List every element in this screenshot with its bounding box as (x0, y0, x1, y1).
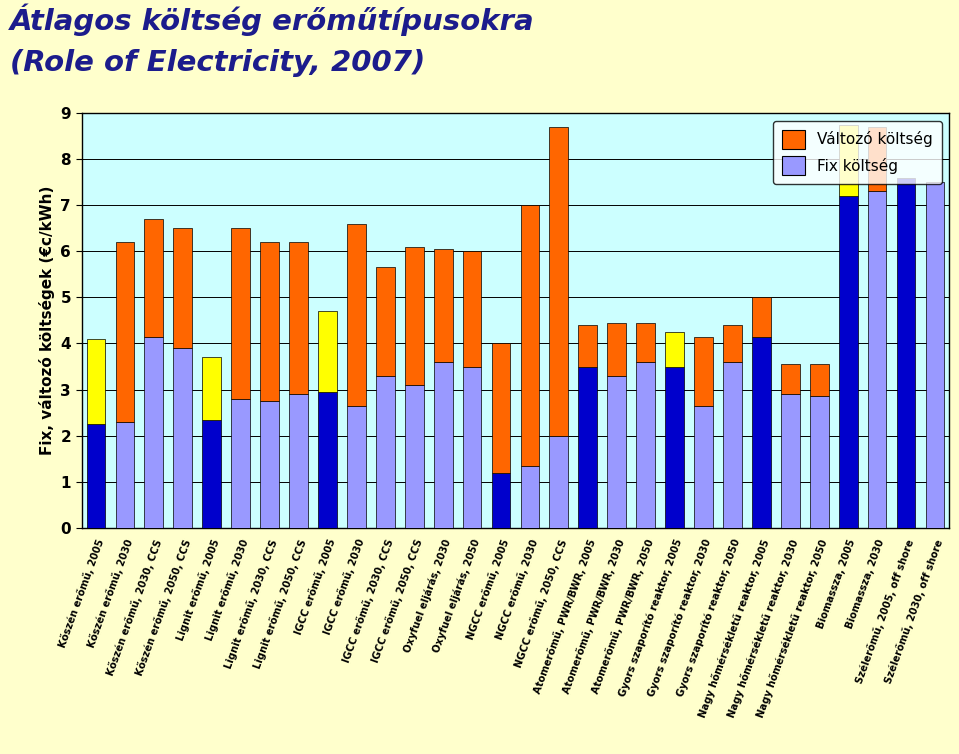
Bar (752, 336, 771, 528)
Bar (376, 375, 395, 528)
Bar (202, 419, 222, 528)
Bar (145, 336, 163, 528)
Bar (115, 421, 134, 528)
Bar (433, 249, 453, 362)
Legend: Változó költség, Fix költség: Változó költség, Fix költség (773, 121, 942, 184)
Bar (578, 325, 597, 366)
Bar (636, 323, 655, 362)
Bar (868, 127, 886, 192)
Bar (231, 228, 250, 399)
Bar (781, 394, 800, 528)
Y-axis label: Fix, változó költségek (€c/kWh): Fix, változó költségek (€c/kWh) (38, 185, 55, 455)
Bar (521, 465, 539, 528)
Bar (550, 436, 569, 528)
Bar (462, 366, 481, 528)
Bar (666, 332, 684, 366)
Bar (550, 127, 569, 436)
Text: (Role of Electricity, 2007): (Role of Electricity, 2007) (10, 49, 425, 77)
Bar (433, 362, 453, 528)
Bar (347, 406, 365, 528)
Bar (174, 228, 192, 348)
Bar (781, 364, 800, 394)
Bar (839, 196, 857, 528)
Bar (492, 344, 510, 473)
Bar (231, 399, 250, 528)
Bar (897, 178, 916, 528)
Bar (347, 224, 365, 406)
Bar (607, 323, 626, 375)
Bar (925, 182, 945, 528)
Bar (86, 339, 105, 424)
Bar (86, 424, 105, 528)
Bar (260, 401, 279, 528)
Bar (839, 124, 857, 196)
Bar (723, 325, 742, 362)
Bar (260, 242, 279, 401)
Bar (318, 311, 337, 392)
Bar (145, 219, 163, 336)
Text: Átlagos költség erőműtípusokra: Átlagos költség erőműtípusokra (10, 4, 534, 36)
Bar (809, 364, 829, 397)
Bar (462, 251, 481, 366)
Bar (636, 362, 655, 528)
Bar (752, 297, 771, 336)
Bar (809, 397, 829, 528)
Bar (289, 394, 308, 528)
Bar (868, 192, 886, 528)
Bar (694, 406, 713, 528)
Bar (405, 385, 424, 528)
Bar (115, 242, 134, 421)
Bar (376, 268, 395, 375)
Bar (492, 473, 510, 528)
Bar (666, 366, 684, 528)
Bar (607, 375, 626, 528)
Bar (174, 348, 192, 528)
Bar (202, 357, 222, 419)
Bar (289, 242, 308, 394)
Bar (694, 336, 713, 406)
Bar (405, 247, 424, 385)
Bar (318, 392, 337, 528)
Bar (578, 366, 597, 528)
Bar (723, 362, 742, 528)
Bar (521, 205, 539, 465)
